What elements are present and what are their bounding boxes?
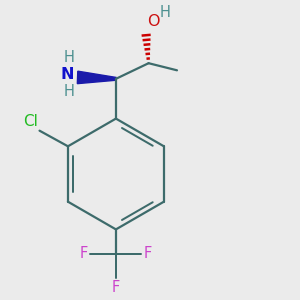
Text: Cl: Cl: [23, 114, 38, 129]
Text: H: H: [64, 84, 74, 99]
Text: N: N: [61, 67, 74, 82]
Text: H: H: [159, 5, 170, 20]
Text: F: F: [112, 280, 120, 295]
Text: F: F: [143, 246, 152, 261]
Text: F: F: [80, 246, 88, 261]
Text: O: O: [147, 14, 160, 29]
Text: H: H: [64, 50, 74, 65]
Polygon shape: [77, 71, 116, 84]
